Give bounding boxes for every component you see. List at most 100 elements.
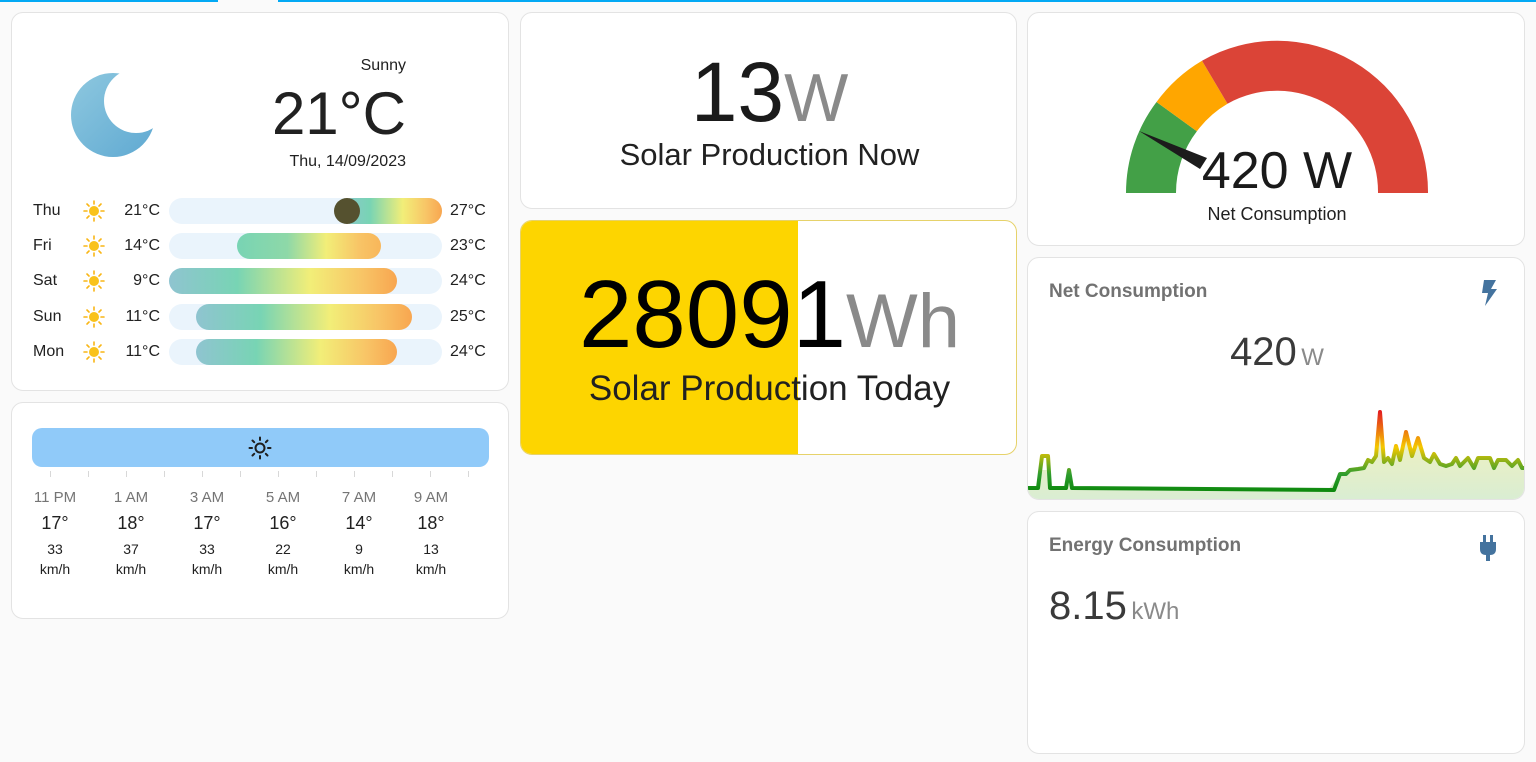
temperature-range-track: [169, 233, 442, 259]
forecast-low: 9°C: [133, 272, 160, 289]
hour-wind-unit: km/h: [115, 561, 147, 577]
net-consumption-title: Net Consumption: [1049, 281, 1208, 302]
solar-now-value: 13: [690, 45, 785, 139]
hour-wind-unit: km/h: [415, 561, 447, 577]
hour-temperature: 17°: [41, 513, 69, 533]
hour-time: 7 AM: [341, 489, 377, 506]
hour-wind-speed: 33: [199, 541, 215, 557]
temperature-range-track: [169, 339, 442, 365]
gauge-value: 420 W: [1201, 142, 1353, 200]
solar-today-unit: Wh: [845, 279, 960, 364]
forecast-high: 23°C: [450, 237, 486, 254]
solar-now-unit: W: [784, 60, 849, 136]
hour-time: 9 AM: [413, 489, 449, 506]
current-temperature: 21°C: [271, 80, 406, 147]
sun-icon: [83, 341, 105, 363]
forecast-high: 25°C: [450, 308, 486, 325]
current-temp-marker: [334, 198, 360, 224]
forecast-low: 14°C: [124, 237, 160, 254]
lightning-bolt-icon[interactable]: [1480, 280, 1498, 306]
hourly-item: 11 PM 17° 33 km/h: [25, 489, 85, 579]
net-consumption-card[interactable]: Net Consumption 420 W: [1027, 257, 1525, 500]
hour-wind-unit: km/h: [267, 561, 299, 577]
gauge-needle: [1139, 131, 1207, 169]
hourly-forecast-card[interactable]: 11 PM 17° 33 km/h 1 AM 18° 37 km/h 3 AM 17…: [11, 402, 509, 619]
weather-forecast-card[interactable]: Sunny 21°C Thu, 14/09/2023 Thu 21°C 27°C…: [11, 12, 509, 391]
hour-time: 3 AM: [189, 489, 225, 506]
solar-now-reading: 13W: [521, 49, 1016, 160]
hour-wind-speed: 37: [123, 541, 139, 557]
energy-consumption-title: Energy Consumption: [1049, 535, 1242, 556]
temperature-range-bar: [237, 233, 381, 259]
sun-icon: [83, 200, 105, 222]
energy-consumption-unit: kWh: [1131, 598, 1180, 625]
gauge-chart: [1126, 40, 1429, 194]
temperature-range-bar: [196, 339, 397, 365]
hour-temperature: 17°: [193, 513, 221, 533]
solar-today-reading: 28091Wh: [521, 265, 1016, 393]
solar-production-today-card[interactable]: 28091Wh Solar Production Today: [520, 220, 1017, 455]
forecast-date: Thu, 14/09/2023: [289, 153, 406, 170]
net-consumption-value: 420: [1230, 330, 1297, 374]
temperature-range-bar: [169, 268, 397, 294]
temperature-range-track: [169, 304, 442, 330]
sparkline-area: [1028, 410, 1524, 499]
hourly-item: 9 AM 18° 13 km/h: [401, 489, 461, 579]
energy-consumption-reading: 8.15 kWh: [1049, 584, 1179, 629]
forecast-row: Mon 11°C 24°C: [12, 338, 508, 366]
gauge-segment-red: [1202, 40, 1429, 194]
forecast-day: Fri: [33, 237, 52, 254]
forecast-low: 11°C: [125, 343, 160, 360]
energy-consumption-card[interactable]: Energy Consumption 8.15 kWh: [1027, 511, 1525, 754]
gauge-segment-orange: [1156, 60, 1228, 132]
top-progress-line: [0, 0, 1536, 2]
energy-consumption-value: 8.15: [1049, 584, 1127, 628]
sun-icon: [83, 306, 105, 328]
hourly-item: 5 AM 16° 22 km/h: [253, 489, 313, 579]
forecast-row: Sun 11°C 25°C: [12, 303, 508, 331]
sparkline-line: [1028, 410, 1524, 492]
temperature-range-track: [169, 268, 442, 294]
solar-today-value: 28091: [579, 261, 846, 368]
hour-temperature: 14°: [345, 513, 373, 533]
hourly-ticks: [32, 471, 489, 479]
hour-wind-speed: 33: [47, 541, 63, 557]
solar-now-label: Solar Production Now: [619, 137, 920, 172]
temperature-range-track: [169, 198, 442, 224]
hour-temperature: 16°: [269, 513, 297, 533]
moon-icon: [71, 73, 155, 157]
solar-today-fill: [521, 221, 799, 454]
gauge-segment-green: [1126, 102, 1197, 193]
hour-wind-speed: 9: [355, 541, 363, 557]
solar-production-now-card[interactable]: 13W Solar Production Now: [520, 12, 1017, 209]
net-consumption-reading: 420 W: [1028, 330, 1524, 375]
forecast-row: Fri 14°C 23°C: [12, 232, 508, 260]
hour-wind-unit: km/h: [39, 561, 71, 577]
forecast-day: Thu: [33, 202, 61, 219]
hourly-item: 1 AM 18° 37 km/h: [101, 489, 161, 579]
sun-outline-icon: [248, 436, 272, 460]
hour-wind-speed: 13: [423, 541, 439, 557]
hour-wind-unit: km/h: [343, 561, 375, 577]
forecast-day: Sat: [33, 272, 58, 289]
hourly-condition-bar: [32, 428, 489, 467]
hour-time: 5 AM: [265, 489, 301, 506]
forecast-low: 21°C: [124, 202, 160, 219]
sun-icon: [83, 235, 105, 257]
hour-time: 1 AM: [113, 489, 149, 506]
power-plug-icon[interactable]: [1479, 535, 1497, 561]
net-consumption-gauge-card[interactable]: 420 W Net Consumption: [1027, 12, 1525, 246]
forecast-high: 24°C: [450, 343, 486, 360]
net-consumption-unit: W: [1301, 344, 1324, 371]
hour-time: 11 PM: [33, 489, 77, 506]
forecast-row: Sat 9°C 24°C: [12, 267, 508, 295]
hourly-item: 7 AM 14° 9 km/h: [329, 489, 389, 579]
solar-today-label: Solar Production Today: [588, 369, 951, 408]
hourly-item: 3 AM 17° 33 km/h: [177, 489, 237, 579]
hour-wind-speed: 22: [275, 541, 291, 557]
sun-icon: [83, 270, 105, 292]
net-consumption-sparkline: [1028, 410, 1524, 499]
hour-wind-unit: km/h: [191, 561, 223, 577]
forecast-row: Thu 21°C 27°C: [12, 197, 508, 225]
weather-condition: Sunny: [360, 57, 406, 74]
